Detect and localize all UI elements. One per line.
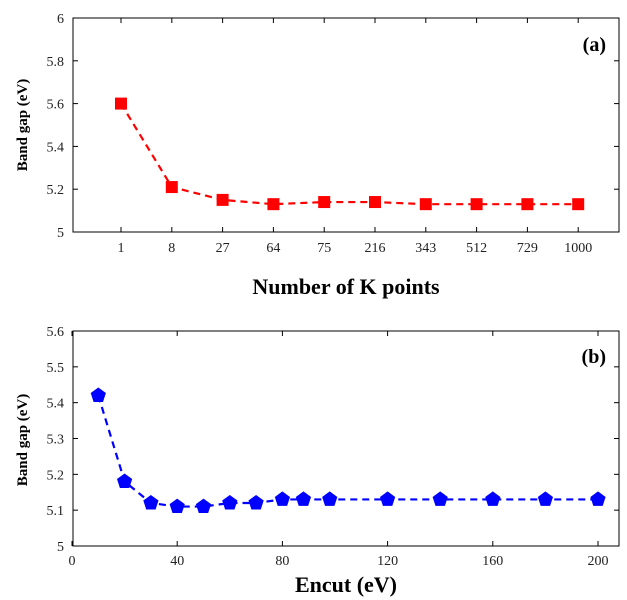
data-point: [322, 491, 338, 506]
data-point: [116, 473, 133, 488]
data-point: [590, 491, 606, 506]
x-tick-label: 160: [482, 554, 503, 569]
y-axis-label-a: Band gap (eV): [15, 79, 31, 172]
y-tick-label: 5.6: [47, 98, 65, 113]
x-axis-label-a: Number of K points: [252, 274, 440, 299]
panel-label-b: (b): [582, 346, 606, 368]
data-point: [295, 491, 312, 506]
panel-a: 55.25.45.65.86 1 8 27 64 75 216 343 512 729 1000 …: [15, 12, 620, 299]
x-tick-label: 64: [266, 241, 280, 256]
y-tick-label: 5.4: [47, 140, 65, 155]
data-point: [115, 97, 127, 110]
y-tick-labels-a: 5 5.2 5.4 5.6 5.8 6: [47, 12, 65, 241]
tick-marks-b: [71, 330, 619, 547]
series-line-a: [120, 103, 579, 206]
series-line-b: [97, 395, 598, 508]
data-point: [248, 495, 264, 510]
x-tick-label: 343: [415, 241, 436, 256]
data-point: [318, 196, 331, 209]
x-tick-label: 0: [69, 554, 76, 569]
panel-label-a: (a): [583, 34, 606, 56]
y-axis-label-b: Band gap (eV): [15, 394, 31, 487]
x-tick-label: 729: [517, 241, 538, 256]
y-tick-label: 5.3: [47, 433, 65, 448]
tick-marks-a: [73, 17, 619, 233]
data-point: [369, 196, 381, 209]
x-tick-label: 80: [275, 554, 289, 569]
y-tick-label: 6: [57, 12, 64, 27]
x-axis-label-b: Encut (eV): [295, 572, 397, 597]
data-point: [143, 495, 159, 510]
data-point: [274, 491, 291, 506]
x-tick-label: 512: [466, 241, 487, 256]
x-tick-label: 200: [588, 554, 609, 569]
data-point: [216, 193, 229, 206]
x-tick-label: 40: [170, 554, 184, 569]
data-point: [90, 387, 106, 402]
y-tick-label: 5.5: [47, 361, 65, 376]
data-point: [485, 491, 501, 506]
y-tick-label: 5.2: [47, 183, 65, 198]
y-tick-label: 5.1: [47, 504, 65, 519]
x-tick-label: 1: [118, 241, 125, 256]
data-point: [537, 491, 554, 506]
plot-frame-a: [72, 17, 620, 233]
data-point: [432, 491, 448, 506]
data-point: [379, 491, 396, 506]
y-tick-label: 5.2: [47, 468, 65, 483]
x-tick-labels-a: 1 8 27 64 75 216 343 512 729 1000: [118, 241, 593, 256]
data-point: [195, 498, 212, 514]
x-tick-label: 1000: [564, 241, 592, 256]
y-tick-label: 5: [57, 226, 64, 241]
data-point: [419, 198, 432, 211]
x-tick-label: 8: [168, 241, 175, 256]
data-point: [222, 495, 238, 510]
y-tick-label: 5: [57, 540, 64, 555]
x-tick-labels-b: 0 40 80 120 160 200: [69, 554, 609, 569]
data-point: [572, 198, 585, 211]
y-tick-labels-b: 5 5.1 5.2 5.3 5.4 5.5 5.6: [47, 325, 65, 555]
x-tick-label: 75: [317, 241, 331, 256]
series-markers-b: [90, 387, 606, 514]
x-tick-label: 27: [216, 241, 230, 256]
x-tick-label: 216: [365, 241, 386, 256]
data-point: [521, 198, 534, 211]
data-point: [267, 198, 280, 211]
y-tick-label: 5.6: [47, 325, 65, 340]
series-markers-a: [115, 97, 585, 211]
y-tick-label: 5.8: [47, 55, 65, 70]
x-tick-label: 120: [377, 554, 398, 569]
y-tick-label: 5.4: [47, 397, 65, 412]
plot-frame-b: [72, 330, 620, 547]
data-point: [470, 198, 483, 211]
data-point: [169, 498, 185, 514]
panel-b: 5 5.1 5.2 5.3 5.4 5.5 5.6 0 40 80 120 160 200 Band …: [15, 325, 620, 597]
data-point: [165, 181, 178, 194]
